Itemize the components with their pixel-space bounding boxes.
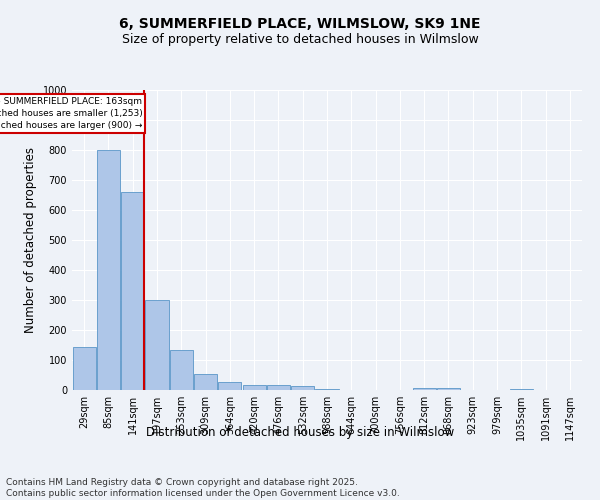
Bar bbox=[73, 346, 95, 390]
Bar bbox=[218, 382, 241, 390]
Bar bbox=[97, 150, 120, 390]
Bar bbox=[145, 300, 169, 390]
Bar bbox=[437, 388, 460, 390]
Bar bbox=[242, 384, 266, 390]
Bar bbox=[413, 388, 436, 390]
Bar bbox=[121, 192, 144, 390]
Bar bbox=[170, 350, 193, 390]
Text: 6, SUMMERFIELD PLACE, WILMSLOW, SK9 1NE: 6, SUMMERFIELD PLACE, WILMSLOW, SK9 1NE bbox=[119, 18, 481, 32]
Bar bbox=[510, 388, 533, 390]
Text: Size of property relative to detached houses in Wilmslow: Size of property relative to detached ho… bbox=[122, 32, 478, 46]
Text: Distribution of detached houses by size in Wilmslow: Distribution of detached houses by size … bbox=[146, 426, 454, 439]
Text: Contains HM Land Registry data © Crown copyright and database right 2025.
Contai: Contains HM Land Registry data © Crown c… bbox=[6, 478, 400, 498]
Bar bbox=[194, 374, 217, 390]
Y-axis label: Number of detached properties: Number of detached properties bbox=[24, 147, 37, 333]
Bar bbox=[267, 384, 290, 390]
Text: 6 SUMMERFIELD PLACE: 163sqm
← 58% of detached houses are smaller (1,253)
42% of : 6 SUMMERFIELD PLACE: 163sqm ← 58% of det… bbox=[0, 98, 142, 130]
Bar bbox=[291, 386, 314, 390]
